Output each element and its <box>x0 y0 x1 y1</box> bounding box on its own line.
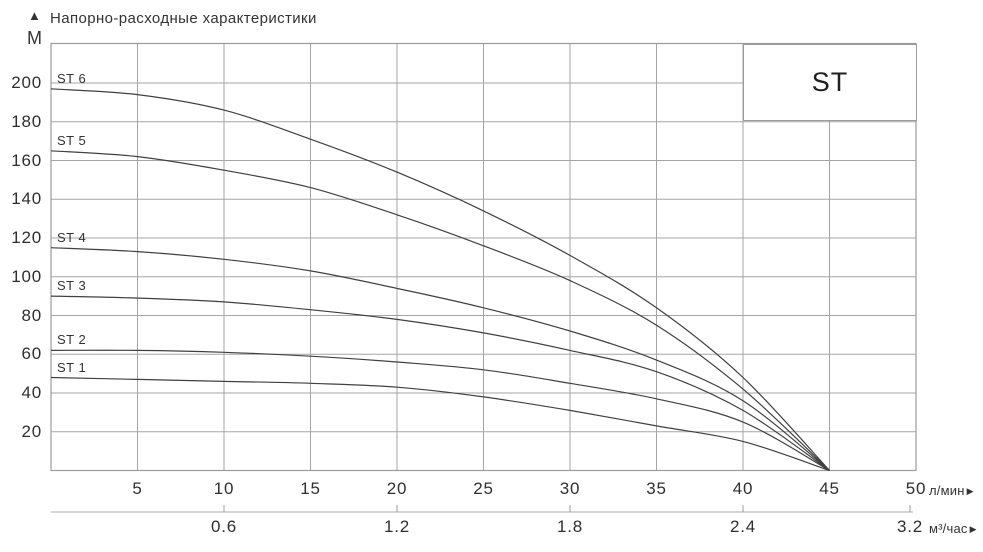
y-axis-up-arrow-icon: ▲ <box>28 8 41 23</box>
right-arrow-icon: ▶ <box>966 486 974 496</box>
right-arrow-icon: ▶ <box>969 524 977 534</box>
x-axis-primary-unit: л/мин ▶ <box>929 483 974 498</box>
pump-curve-st4 <box>50 247 830 471</box>
pump-curve-st2 <box>50 349 830 472</box>
pump-curve-st3 <box>50 295 830 471</box>
pump-curve-st6 <box>50 88 830 471</box>
pump-curve-st5 <box>50 150 830 471</box>
series-family-legend: ST <box>743 44 917 121</box>
plot-border <box>50 42 917 472</box>
chart-title: Напорно-расходные характеристики <box>50 10 317 27</box>
x-axis-secondary-unit: м³/час ▶ <box>929 521 977 536</box>
pump-curve-st1 <box>50 376 830 472</box>
legend-label: ST <box>811 67 849 97</box>
y-axis-unit-label: М <box>27 28 42 48</box>
